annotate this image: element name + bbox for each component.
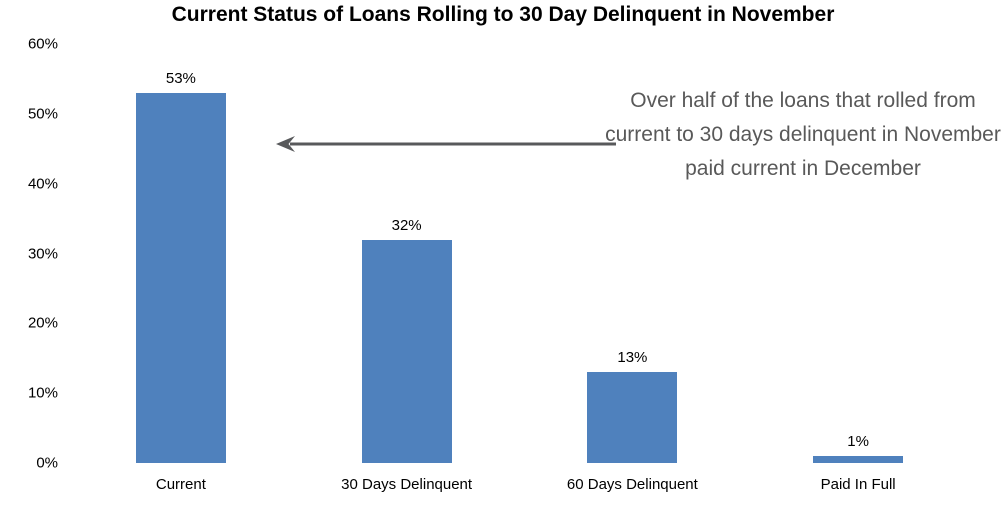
bar-slot: 1% Paid In Full bbox=[745, 44, 971, 493]
plot-area: 53% Current 32% 30 Days Delinquent 13% 60 Day… bbox=[68, 44, 971, 493]
bar-slot: 53% Current bbox=[68, 44, 294, 493]
x-axis-category-label: Paid In Full bbox=[820, 476, 896, 493]
y-axis: 60% 50% 40% 30% 20% 10% 0% bbox=[0, 36, 58, 472]
y-tick-label: 50% bbox=[27, 105, 58, 123]
x-axis-category-label: Current bbox=[155, 476, 206, 493]
bar-slot: 32% 30 Days Delinquent bbox=[294, 44, 520, 493]
y-tick-label: 0% bbox=[36, 454, 58, 472]
y-tick-label: 10% bbox=[27, 384, 58, 402]
bar-value-label: 1% bbox=[847, 433, 869, 451]
y-tick-label: 30% bbox=[27, 245, 58, 262]
bar bbox=[587, 372, 678, 463]
x-axis-category-label: 30 Days Delinquent bbox=[341, 476, 473, 493]
y-tick-label: 20% bbox=[27, 314, 58, 332]
x-axis-category-label: 60 Days Delinquent bbox=[566, 476, 698, 493]
y-tick-label: 40% bbox=[27, 175, 58, 193]
bar bbox=[361, 239, 452, 463]
bar-value-label: 32% bbox=[391, 216, 422, 234]
annotation-arrow-icon bbox=[276, 136, 616, 152]
chart-title: Current Status of Loans Rolling to 30 Da… bbox=[171, 3, 835, 26]
bar-value-label: 13% bbox=[617, 349, 648, 367]
bar bbox=[135, 92, 226, 463]
annotation-text: Over half of the loans that rolled from … bbox=[605, 89, 1001, 180]
bar-value-label: 53% bbox=[165, 69, 196, 87]
bar-slot: 13% 60 Days Delinquent bbox=[520, 44, 746, 493]
bar bbox=[813, 456, 904, 463]
y-tick-label: 60% bbox=[27, 35, 58, 53]
